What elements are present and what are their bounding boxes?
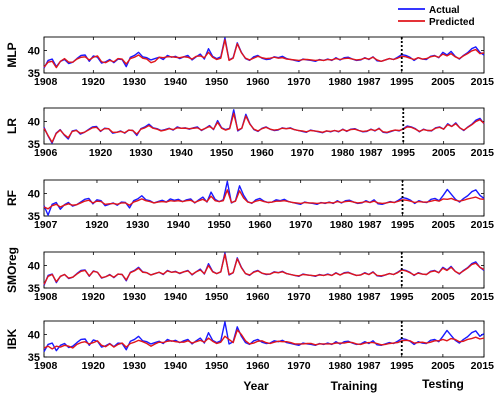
x-tick-label-ibk-1950: 1950 bbox=[205, 360, 229, 372]
panel-rf: 35 40 1907 1920 1930 1940 1950 1960 1970 1980 1987… bbox=[5, 179, 495, 231]
x-tick-label-mlp-1940: 1940 bbox=[164, 76, 188, 88]
x-tick-label-mlp-1980: 1980 bbox=[328, 76, 352, 88]
x-tick-label-ibk-1930: 1930 bbox=[123, 360, 147, 372]
x-tick-label-smoreg-2015: 2015 bbox=[471, 291, 495, 303]
panel-mlp: 35 40 1908 1920 1930 1940 1950 1960 1970 1980 1987… bbox=[5, 36, 495, 88]
series-line-lr-predicted bbox=[43, 112, 485, 143]
y-tick-label-ibk-35: 35 bbox=[28, 352, 40, 364]
panel-lr: 35 40 1906 1920 1930 1940 1950 1960 1970 1980 1987… bbox=[5, 107, 495, 159]
x-tick-label-smoreg-2005: 2005 bbox=[431, 291, 455, 303]
x-tick-label-ibk-2005: 2005 bbox=[431, 360, 455, 372]
x-tick-label-rf-1950: 1950 bbox=[208, 219, 232, 231]
x-tick-label-mlp-1908: 1908 bbox=[34, 76, 58, 88]
x-tick-label-rf-1970: 1970 bbox=[289, 219, 313, 231]
x-tick-label-lr-1995: 1995 bbox=[392, 147, 416, 159]
x-tick-label-ibk-1995: 1995 bbox=[390, 360, 414, 372]
x-tick-label-lr-1950: 1950 bbox=[210, 147, 234, 159]
x-tick-label-lr-1906: 1906 bbox=[34, 147, 58, 159]
x-tick-label-rf-1940: 1940 bbox=[167, 219, 191, 231]
series-line-mlp-predicted bbox=[43, 39, 485, 69]
y-tick-label-rf-35: 35 bbox=[28, 211, 40, 223]
y-tick-label-ibk-40: 40 bbox=[28, 330, 40, 342]
y-axis-label-mlp: MLP bbox=[5, 42, 19, 67]
x-tick-label-mlp-1987: 1987 bbox=[357, 76, 381, 88]
x-tick-label-rf-1960: 1960 bbox=[248, 219, 272, 231]
x-axis-label-year: Year bbox=[243, 379, 269, 393]
x-tick-label-ibk-1908: 1908 bbox=[34, 360, 58, 372]
y-tick-label-mlp-35: 35 bbox=[28, 68, 40, 80]
x-tick-label-lr-1920: 1920 bbox=[89, 147, 113, 159]
x-tick-label-ibk-1960: 1960 bbox=[246, 360, 270, 372]
x-tick-label-lr-1930: 1930 bbox=[129, 147, 153, 159]
x-tick-label-lr-1970: 1970 bbox=[291, 147, 315, 159]
x-tick-label-mlp-1995: 1995 bbox=[390, 76, 414, 88]
y-axis-label-ibk: IBK bbox=[5, 328, 19, 349]
panel-ibk: 35 40 1908 1920 1930 1940 1950 1960 1970 1980 1987… bbox=[5, 320, 495, 372]
panels: 35 40 1908 1920 1930 1940 1950 1960 1970 1980 1987… bbox=[5, 36, 495, 372]
panel-frame-smoreg bbox=[43, 251, 485, 289]
y-tick-label-smoreg-35: 35 bbox=[28, 283, 40, 295]
x-tick-label-smoreg-1908: 1908 bbox=[34, 291, 58, 303]
x-tick-label-smoreg-1980: 1980 bbox=[328, 291, 352, 303]
x-tick-label-mlp-1970: 1970 bbox=[287, 76, 311, 88]
x-tick-label-lr-1960: 1960 bbox=[250, 147, 274, 159]
x-tick-label-smoreg-1930: 1930 bbox=[123, 291, 147, 303]
x-tick-label-ibk-1987: 1987 bbox=[357, 360, 381, 372]
x-tick-label-smoreg-1920: 1920 bbox=[82, 291, 106, 303]
panel-frame-lr bbox=[43, 107, 485, 145]
x-tick-label-mlp-2005: 2005 bbox=[431, 76, 455, 88]
y-tick-label-lr-40: 40 bbox=[28, 117, 40, 129]
series-line-rf-predicted bbox=[43, 189, 485, 210]
x-tick-label-mlp-1960: 1960 bbox=[246, 76, 270, 88]
x-tick-label-smoreg-1950: 1950 bbox=[205, 291, 229, 303]
series-line-smoreg-predicted bbox=[43, 253, 485, 285]
panel-frame-rf bbox=[43, 179, 485, 217]
x-tick-label-lr-1940: 1940 bbox=[170, 147, 194, 159]
x-tick-label-smoreg-1960: 1960 bbox=[246, 291, 270, 303]
y-tick-label-smoreg-40: 40 bbox=[28, 261, 40, 273]
y-axis-label-rf: RF bbox=[5, 190, 19, 206]
y-tick-label-lr-35: 35 bbox=[28, 139, 40, 151]
x-tick-label-ibk-1970: 1970 bbox=[287, 360, 311, 372]
training-label: Training bbox=[331, 379, 378, 393]
x-tick-label-smoreg-1940: 1940 bbox=[164, 291, 188, 303]
x-tick-label-ibk-1940: 1940 bbox=[164, 360, 188, 372]
legend-label-predicted: Predicted bbox=[429, 17, 475, 28]
x-tick-label-ibk-2015: 2015 bbox=[471, 360, 495, 372]
x-tick-label-rf-2015: 2015 bbox=[471, 219, 495, 231]
testing-label: Testing bbox=[422, 377, 464, 391]
x-tick-label-rf-2005: 2005 bbox=[432, 219, 456, 231]
x-tick-label-lr-2015: 2015 bbox=[471, 147, 495, 159]
y-axis-label-lr: LR bbox=[5, 118, 19, 134]
series-line-ibk-predicted bbox=[43, 329, 485, 350]
y-tick-label-mlp-40: 40 bbox=[28, 46, 40, 58]
x-tick-label-rf-1995: 1995 bbox=[391, 219, 415, 231]
legend-label-actual: Actual bbox=[429, 5, 460, 16]
legend: Actual Predicted bbox=[398, 5, 475, 28]
x-tick-label-rf-1980: 1980 bbox=[330, 219, 354, 231]
y-tick-label-rf-40: 40 bbox=[28, 189, 40, 201]
x-tick-label-mlp-1920: 1920 bbox=[82, 76, 106, 88]
y-axis-label-smoreg: SMOreg bbox=[5, 247, 19, 293]
x-tick-label-rf-1907: 1907 bbox=[34, 219, 58, 231]
x-tick-label-mlp-1950: 1950 bbox=[205, 76, 229, 88]
x-tick-label-rf-1920: 1920 bbox=[85, 219, 109, 231]
x-tick-label-smoreg-1995: 1995 bbox=[390, 291, 414, 303]
x-tick-label-rf-1930: 1930 bbox=[126, 219, 150, 231]
panel-frame-mlp bbox=[43, 36, 485, 74]
x-tick-label-smoreg-1987: 1987 bbox=[357, 291, 381, 303]
x-tick-label-lr-1980: 1980 bbox=[331, 147, 355, 159]
x-tick-label-mlp-2015: 2015 bbox=[471, 76, 495, 88]
x-tick-label-smoreg-1970: 1970 bbox=[287, 291, 311, 303]
x-tick-label-lr-2005: 2005 bbox=[432, 147, 456, 159]
panel-frame-ibk bbox=[43, 320, 485, 358]
x-tick-label-mlp-1930: 1930 bbox=[123, 76, 147, 88]
x-tick-label-lr-1987: 1987 bbox=[359, 147, 383, 159]
x-tick-label-ibk-1920: 1920 bbox=[82, 360, 106, 372]
x-tick-label-ibk-1980: 1980 bbox=[328, 360, 352, 372]
panel-smoreg: 35 40 1908 1920 1930 1940 1950 1960 1970 1980 1987… bbox=[5, 247, 494, 303]
x-tick-label-rf-1987: 1987 bbox=[358, 219, 382, 231]
